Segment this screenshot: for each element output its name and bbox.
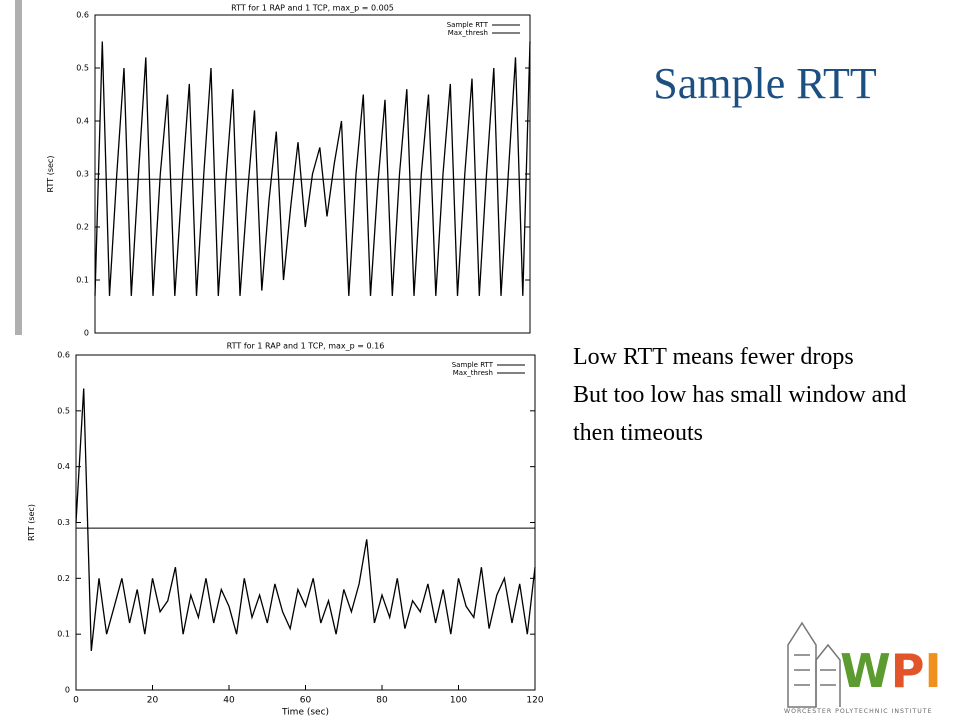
y-tick-label: 0.2: [76, 223, 89, 232]
y-tick-label: 0.3: [57, 518, 70, 527]
y-axis-label: RTT (sec): [27, 504, 36, 541]
y-tick-label: 0.1: [57, 630, 70, 639]
chart-title: RTT for 1 RAP and 1 TCP, max_p = 0.16: [227, 342, 385, 351]
data-line: [75, 388, 536, 651]
logo-tower: [787, 621, 841, 708]
plot-area: [75, 354, 536, 691]
x-tick-label: 20: [147, 696, 159, 706]
y-tick-label: 0.4: [57, 462, 70, 471]
data-line: [94, 41, 531, 296]
logo-text: WPI: [840, 644, 942, 698]
bullet: But too low has small window and then ti…: [573, 382, 907, 446]
bullet: Low RTT means fewer drops: [573, 344, 854, 370]
x-tick-label: 80: [376, 696, 388, 706]
slide-title: Sample RTT: [653, 59, 877, 108]
y-tick-label: 0.2: [57, 574, 70, 583]
y-tick-label: 0.5: [76, 64, 89, 73]
image-border: [15, 0, 22, 335]
y-tick-label: 0.3: [76, 170, 89, 179]
legend-label: Sample RTT: [452, 361, 494, 369]
y-tick-label: 0.4: [76, 117, 89, 126]
y-axis-label: RTT (sec): [46, 156, 55, 193]
charts: RTT for 1 RAP and 1 TCP, max_p = 0.005 RT…: [15, 0, 545, 718]
bullet-list: Low RTT means fewer drops But too low ha…: [573, 338, 943, 452]
legend-label: Max_thresh: [448, 29, 488, 37]
x-tick-label: 0: [73, 696, 79, 706]
y-tick-label: 0.6: [57, 351, 70, 360]
x-axis-label: Time (sec): [281, 708, 329, 718]
logo-subtitle: WORCESTER POLYTECHNIC INSTITUTE: [784, 708, 932, 715]
logo: WPI WORCESTER POLYTECHNIC INSTITUTE: [784, 621, 942, 715]
y-tick-label: 0.5: [57, 406, 70, 415]
x-tick-label: 40: [223, 696, 235, 706]
y-tick-label: 0: [65, 686, 70, 695]
y-tick-label: 0.1: [76, 276, 89, 285]
legend-label: Max_thresh: [453, 369, 493, 377]
chart-title: RTT for 1 RAP and 1 TCP, max_p = 0.005: [231, 4, 394, 13]
x-tick-label: 60: [300, 696, 312, 706]
legend-label: Sample RTT: [447, 21, 489, 29]
x-tick-label: 120: [526, 696, 543, 706]
x-tick-label: 100: [450, 696, 467, 706]
y-tick-label: 0: [84, 329, 89, 338]
y-tick-label: 0.6: [76, 11, 89, 20]
